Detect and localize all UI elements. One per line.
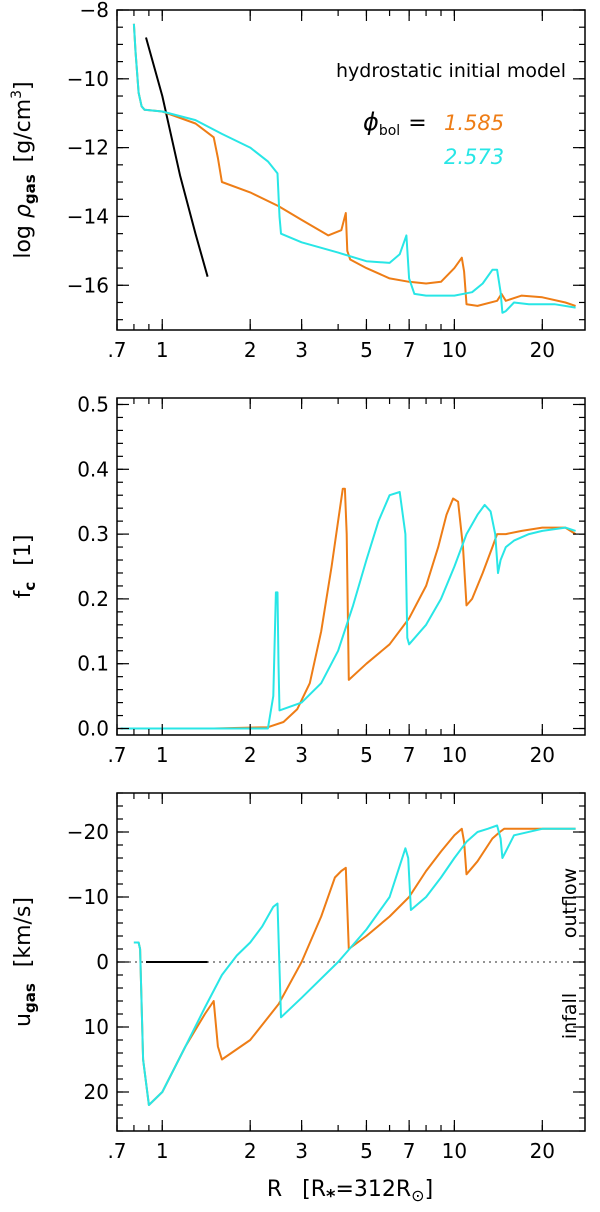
x-tick-label: 20 xyxy=(530,338,555,362)
y-tick-label: −16 xyxy=(67,273,109,297)
x-tick-label: .7 xyxy=(107,743,126,767)
y-tick-label: 20 xyxy=(84,1080,109,1104)
series-line-2 xyxy=(120,491,576,730)
y-tick-label: 0.3 xyxy=(77,522,109,546)
x-tick-label: 1 xyxy=(156,338,169,362)
y-tick-label: 10 xyxy=(84,1015,109,1039)
y-axis-label: fc[1] xyxy=(11,535,39,599)
series-line-2 xyxy=(133,824,576,1106)
x-tick-label: 2 xyxy=(244,1139,257,1163)
x-tick-label: 20 xyxy=(530,1139,555,1163)
y-tick-label: 0.1 xyxy=(77,652,109,676)
x-tick-label: 3 xyxy=(295,1139,308,1163)
x-tick-label: 3 xyxy=(295,338,308,362)
y-tick-label: −12 xyxy=(67,136,109,160)
annotation-outflow: outflow xyxy=(559,868,581,938)
annotation-title: hydrostatic initial model xyxy=(336,60,566,82)
phi-label: ϕbol = xyxy=(363,108,427,139)
x-tick-label: 5 xyxy=(360,743,373,767)
y-tick-label: 0 xyxy=(96,950,109,974)
x-tick-label: 2 xyxy=(244,743,257,767)
y-tick-label: −10 xyxy=(67,67,109,91)
plot-frame xyxy=(116,397,586,736)
series-line-1 xyxy=(132,23,576,307)
phi-value-2: 2.573 xyxy=(444,145,504,169)
y-tick-label: −8 xyxy=(80,0,109,22)
y-axis-label: log ρgas[g/cm3] xyxy=(9,81,39,258)
panel-bottom: .7 1 2 3 5 7 10 20 −20 −10 0 10 20 ugas[km/s] outflow i… xyxy=(11,792,586,1207)
x-tick-label: 10 xyxy=(442,743,467,767)
series-line-2 xyxy=(132,23,576,314)
y-axis-label: ugas[km/s] xyxy=(11,897,39,1027)
x-tick-label: 10 xyxy=(442,1139,467,1163)
series-line-1 xyxy=(120,487,577,730)
x-tick-label: 2 xyxy=(244,338,257,362)
x-tick-label: .7 xyxy=(107,338,126,362)
x-tick-label: 7 xyxy=(403,338,416,362)
y-tick-label: 0.4 xyxy=(77,457,109,481)
annotation-infall: infall xyxy=(559,993,581,1039)
y-tick-label: 0.0 xyxy=(77,717,109,741)
x-tick-label: 1 xyxy=(156,743,169,767)
y-tick-label: 0.5 xyxy=(77,392,109,416)
x-tick-label: .7 xyxy=(107,1139,126,1163)
x-tick-label: 10 xyxy=(442,338,467,362)
series-line-1 xyxy=(133,827,576,1106)
y-tick-label: −10 xyxy=(67,885,109,909)
y-tick-label: −20 xyxy=(67,820,109,844)
x-axis-label: R [R*=312R⊙] xyxy=(267,1177,433,1207)
x-tick-label: 5 xyxy=(360,1139,373,1163)
phi-value-1: 1.585 xyxy=(444,111,504,135)
x-tick-label: 5 xyxy=(360,338,373,362)
x-tick-label: 3 xyxy=(295,743,308,767)
panel-top: .7 1 2 3 5 7 10 20 −8 −10 −12 −14 −16 log ρgas[g/cm3]… xyxy=(9,0,586,362)
plot-frame xyxy=(116,9,586,331)
series-line-0 xyxy=(145,37,209,277)
y-tick-label: 0.2 xyxy=(77,587,109,611)
x-tick-label: 7 xyxy=(403,1139,416,1163)
y-tick-label: −14 xyxy=(67,204,109,228)
panel-middle: .7 1 2 3 5 7 10 20 0.0 0.1 0.2 0.3 0.4 0.5 fc[1] xyxy=(11,392,586,767)
x-tick-label: 20 xyxy=(530,743,555,767)
x-tick-label: 1 xyxy=(156,1139,169,1163)
x-tick-label: 7 xyxy=(403,743,416,767)
